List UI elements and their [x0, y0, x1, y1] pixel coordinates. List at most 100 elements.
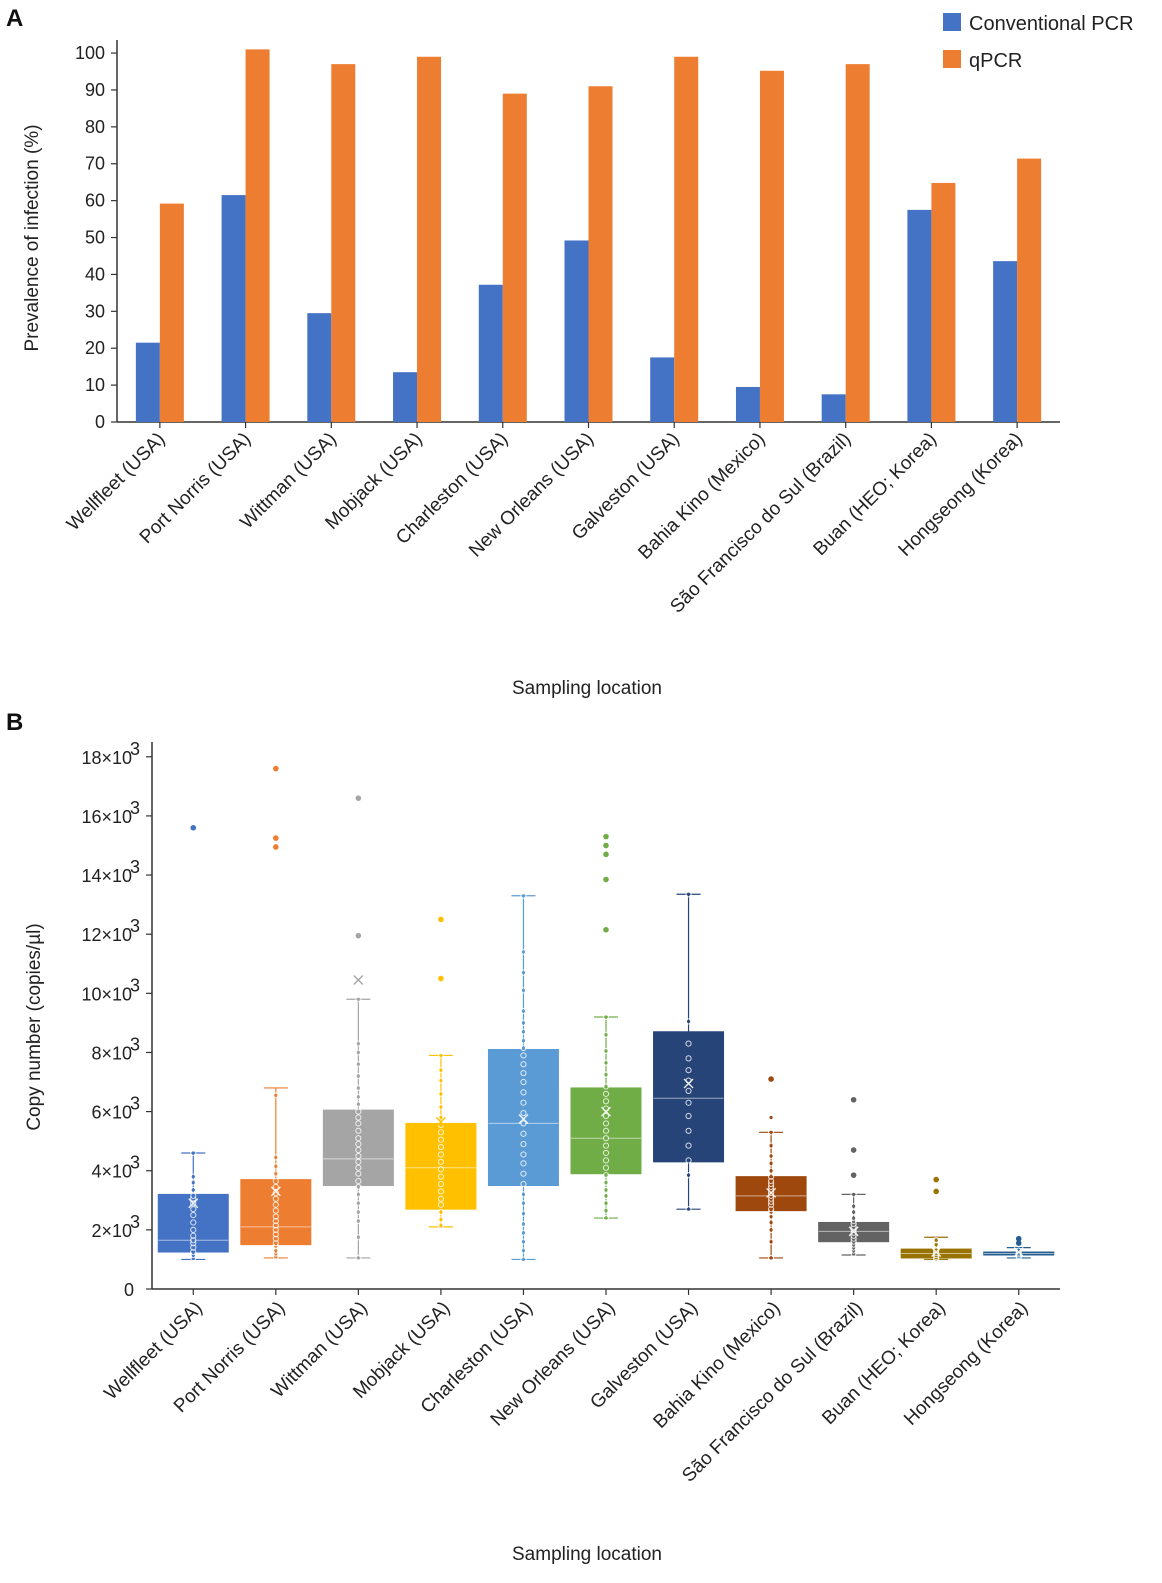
outlier-point-mobjack-usa	[438, 975, 444, 982]
data-point-wellfleet-usa	[190, 1244, 197, 1251]
data-point-wittman-usa	[355, 1217, 362, 1225]
data-point-core-wellfleet-usa	[191, 1234, 195, 1238]
data-point-core-wittman-usa	[356, 1129, 360, 1133]
data-point-galveston-usa	[685, 1206, 692, 1213]
data-point-wittman-usa	[355, 1120, 362, 1127]
data-point-new-orleans-usa	[602, 1179, 610, 1186]
data-point-wittman-usa	[355, 1234, 362, 1241]
data-point-core-charleston-usa	[521, 1182, 526, 1186]
data-point-charleston-usa	[520, 1037, 527, 1044]
data-point-core-mobjack-usa	[439, 1078, 443, 1083]
bar-conventional-pcr-new-orleans-usa	[564, 240, 589, 422]
data-point-charleston-usa	[520, 1089, 527, 1096]
data-point-new-orleans-usa	[602, 1127, 610, 1134]
data-point-charleston-usa	[520, 969, 527, 976]
data-point-wittman-usa	[355, 1093, 362, 1100]
data-point-bahia-kino-mexico	[767, 1173, 775, 1180]
bar-conventional-pcr-buan-heo-korea	[907, 209, 932, 422]
data-point-core-new-orleans-usa	[604, 1107, 608, 1111]
data-point-mobjack-usa	[437, 1173, 445, 1180]
data-point-core-new-orleans-usa	[604, 1209, 608, 1213]
data-point-wittman-usa	[355, 1254, 362, 1262]
data-point-mobjack-usa	[437, 1104, 445, 1111]
outlier-point-wittman-usa	[355, 932, 362, 939]
data-point-galveston-usa	[685, 1127, 692, 1134]
data-point-new-orleans-usa	[602, 1142, 610, 1149]
data-point-core-galveston-usa	[686, 1089, 691, 1093]
data-point-new-orleans-usa	[602, 1120, 610, 1127]
chart-b-y-tick-label: 14×10	[81, 866, 132, 886]
data-point-core-galveston-usa	[686, 1068, 691, 1072]
data-point-wittman-usa	[355, 1191, 362, 1198]
data-point-port-norris-usa	[272, 1231, 279, 1238]
data-point-charleston-usa	[520, 1120, 527, 1127]
data-point-port-norris-usa	[272, 1201, 279, 1208]
data-point-core-new-orleans-usa	[604, 1121, 608, 1126]
data-point-galveston-usa	[685, 1157, 692, 1164]
chart-b-y-tick-exponent: 3	[130, 916, 140, 936]
data-point-core-wittman-usa	[356, 1102, 360, 1106]
data-point-charleston-usa	[520, 1247, 527, 1254]
data-point-core-port-norris-usa	[274, 1179, 278, 1183]
data-point-sao-francisco-do-sul-brazil	[850, 1209, 857, 1216]
data-point-core-mobjack-usa	[439, 1130, 443, 1134]
data-point-wellfleet-usa	[190, 1211, 197, 1219]
data-point-core-mobjack-usa	[439, 1203, 443, 1207]
bar-qpcr-mobjack-usa	[417, 56, 442, 422]
chart-b-y-tick-label: 10×10	[81, 984, 132, 1004]
data-point-charleston-usa	[520, 1170, 527, 1177]
data-point-core-charleston-usa	[521, 894, 526, 898]
bar-conventional-pcr-wittman-usa	[307, 313, 332, 422]
chart-b-y-tick-label: 12×10	[81, 925, 132, 945]
data-point-core-charleston-usa	[521, 1046, 526, 1050]
data-point-wittman-usa	[355, 1183, 362, 1191]
data-point-core-mobjack-usa	[439, 1160, 443, 1164]
chart-a-y-tick-label: 80	[85, 117, 105, 137]
data-point-core-sao-francisco-do-sul-brazil	[852, 1192, 856, 1196]
data-point-core-charleston-usa	[521, 1172, 526, 1176]
data-point-core-new-orleans-usa	[604, 1151, 608, 1155]
data-point-wittman-usa	[355, 1170, 362, 1177]
chart-a-y-axis-title: Prevalence of infection (%)	[22, 124, 43, 351]
data-point-new-orleans-usa	[602, 1090, 610, 1097]
bar-conventional-pcr-port-norris-usa	[221, 195, 246, 422]
data-point-core-wittman-usa	[356, 1050, 360, 1055]
mean-marker-bahia-kino-mexico	[766, 1187, 777, 1198]
chart-b-y-tick-label: 0	[124, 1280, 134, 1300]
bar-qpcr-new-orleans-usa	[588, 86, 613, 422]
data-point-charleston-usa	[520, 1160, 527, 1167]
mean-marker-port-norris-usa	[270, 1186, 281, 1197]
data-point-core-wellfleet-usa	[191, 1246, 195, 1250]
data-point-charleston-usa	[520, 1078, 527, 1086]
data-point-bahia-kino-mexico	[767, 1160, 775, 1167]
data-point-core-port-norris-usa	[274, 1164, 278, 1168]
data-point-core-charleston-usa	[521, 1240, 526, 1244]
data-point-core-wellfleet-usa	[191, 1207, 195, 1211]
data-point-core-charleston-usa	[521, 1039, 526, 1043]
data-point-wittman-usa	[355, 1114, 362, 1121]
box-galveston-usa	[653, 1031, 725, 1163]
data-point-wittman-usa	[355, 1164, 362, 1171]
bar-qpcr-wittman-usa	[331, 64, 356, 422]
chart-b-y-tick-label: 16×10	[81, 807, 132, 827]
data-point-new-orleans-usa	[602, 1112, 610, 1120]
data-point-mobjack-usa	[437, 1114, 445, 1121]
data-point-core-new-orleans-usa	[604, 1136, 608, 1140]
data-point-core-new-orleans-usa	[604, 1033, 608, 1037]
data-point-galveston-usa	[685, 1055, 692, 1062]
data-point-core-charleston-usa	[521, 1222, 526, 1226]
data-point-bahia-kino-mexico	[767, 1254, 775, 1262]
data-point-core-wittman-usa	[356, 1172, 360, 1176]
data-point-wellfleet-usa	[190, 1179, 197, 1186]
bar-qpcr-wellfleet-usa	[159, 203, 184, 422]
data-point-sao-francisco-do-sul-brazil	[850, 1214, 857, 1222]
bar-conventional-pcr-wellfleet-usa	[135, 342, 160, 422]
data-point-galveston-usa	[685, 1172, 692, 1179]
data-point-charleston-usa	[520, 987, 527, 994]
data-point-core-new-orleans-usa	[604, 1073, 608, 1077]
data-point-charleston-usa	[520, 1229, 527, 1236]
chart-b-y-tick-label: 8×10	[91, 1043, 132, 1063]
data-point-core-buan-heo-korea	[934, 1238, 938, 1242]
data-point-new-orleans-usa	[602, 1214, 610, 1222]
